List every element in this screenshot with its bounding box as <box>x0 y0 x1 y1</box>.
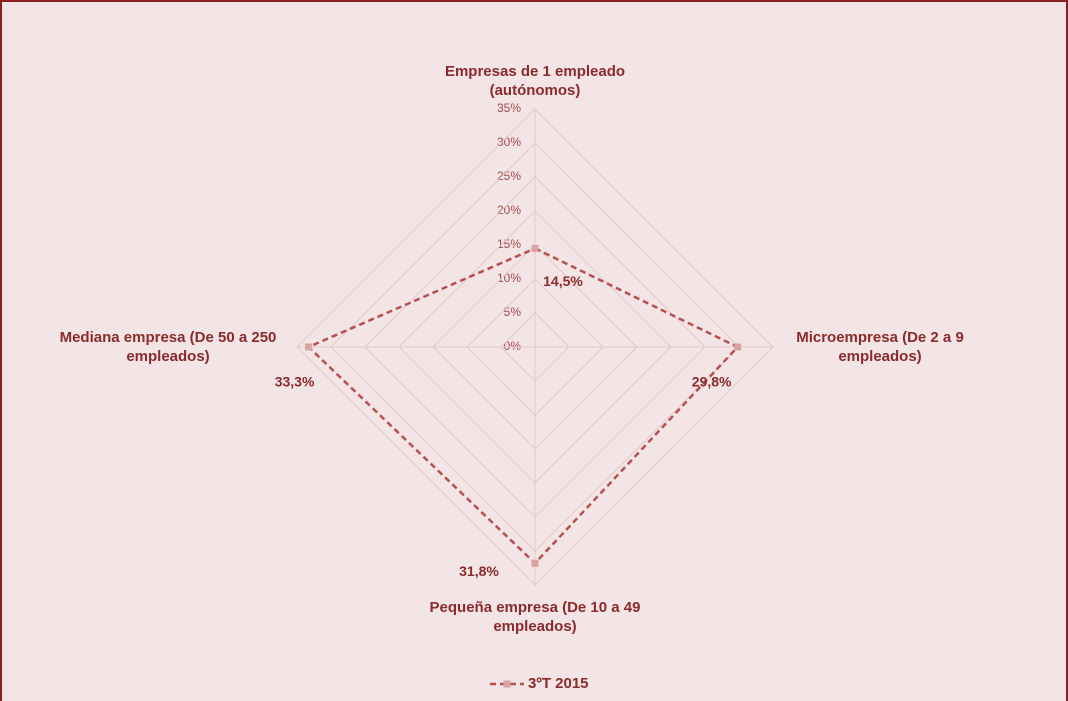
legend-label: 3ºT 2015 <box>528 675 589 692</box>
category-label: Pequeña empresa (De 10 a 49 empleados) <box>430 599 641 635</box>
category-label: Microempresa (De 2 a 9 empleados) <box>796 329 964 365</box>
data-point <box>531 244 539 252</box>
y-tick-label: 15% <box>497 237 521 251</box>
data-point <box>734 343 742 351</box>
data-point <box>531 559 539 567</box>
data-point <box>305 343 313 351</box>
value-label: 33,3% <box>275 374 315 390</box>
value-label: 29,8% <box>692 374 732 390</box>
y-tick-label: 25% <box>497 169 521 183</box>
category-label: Empresas de 1 empleado (autónomos) <box>445 63 625 99</box>
y-tick-label: 5% <box>504 305 522 319</box>
y-tick-label: 10% <box>497 271 521 285</box>
y-tick-label: 35% <box>497 101 521 115</box>
y-tick-label: 20% <box>497 203 521 217</box>
value-label: 14,5% <box>543 273 583 289</box>
category-label: Mediana empresa (De 50 a 250 empleados) <box>60 329 277 365</box>
value-label: 31,8% <box>459 563 499 579</box>
legend-marker <box>503 680 511 688</box>
y-tick-label: 0% <box>504 339 522 353</box>
y-tick-label: 30% <box>497 135 521 149</box>
